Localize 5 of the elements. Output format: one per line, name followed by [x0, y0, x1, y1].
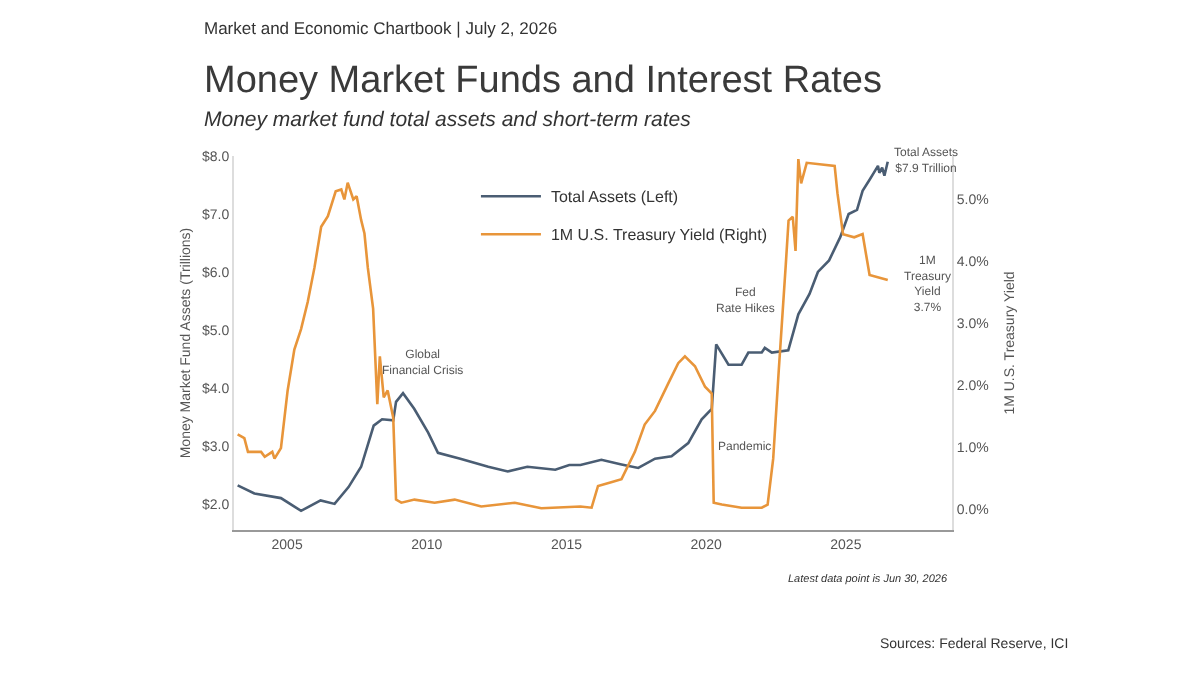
chart-subtitle: Money market fund total assets and short-term rates	[204, 108, 693, 132]
legend-label: 1M U.S. Treasury Yield (Right)	[550, 226, 768, 245]
legend-label: Total Assets (Left)	[550, 188, 679, 207]
chart-title: Money Market Funds and Interest Rates	[204, 60, 882, 102]
text: Market and Economic Chartbook | July 2, 2026	[204, 18, 558, 38]
